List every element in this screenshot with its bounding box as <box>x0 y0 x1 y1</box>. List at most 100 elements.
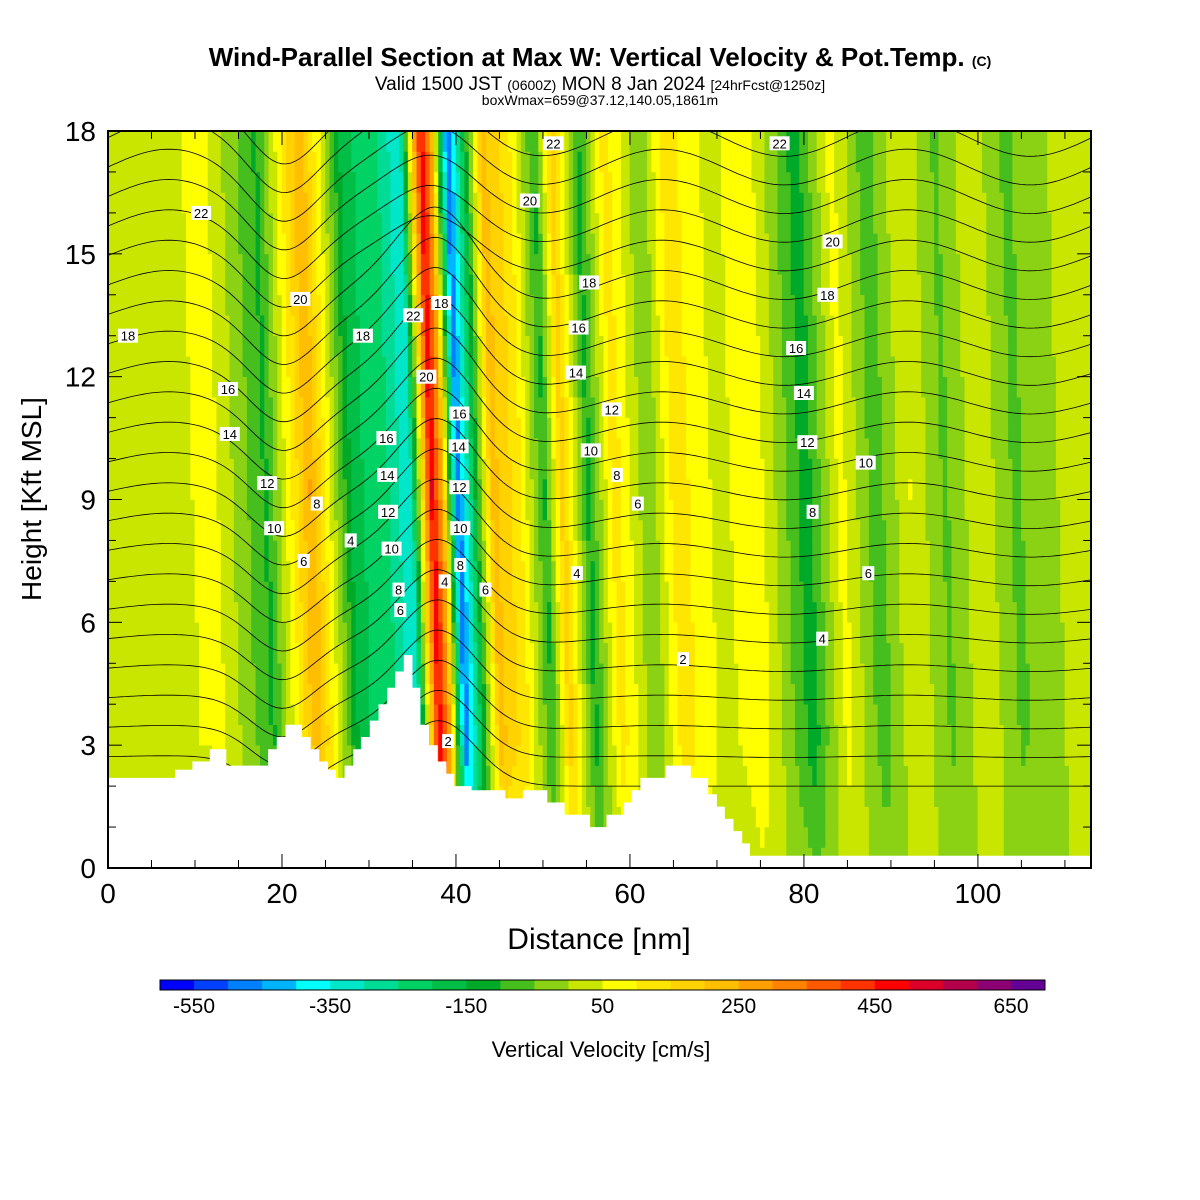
velocity-cell <box>468 417 474 439</box>
velocity-cell <box>155 478 161 500</box>
velocity-cell <box>355 274 361 296</box>
velocity-cell <box>290 171 296 193</box>
velocity-cell <box>486 765 492 787</box>
velocity-cell <box>190 499 196 521</box>
velocity-cell <box>190 519 196 541</box>
velocity-cell <box>647 662 652 685</box>
velocity-cell <box>251 601 257 623</box>
velocity-cell <box>290 355 296 377</box>
velocity-cell <box>603 642 609 664</box>
velocity-cell <box>268 499 274 521</box>
velocity-cell <box>359 314 365 337</box>
velocity-cell <box>346 662 352 685</box>
velocity-cell <box>333 437 339 459</box>
velocity-cell <box>612 335 618 357</box>
velocity-cell <box>451 499 457 521</box>
velocity-cell <box>481 642 487 664</box>
velocity-cell <box>512 171 518 193</box>
velocity-cell <box>529 396 535 418</box>
velocity-cell <box>494 458 500 480</box>
velocity-cell <box>429 233 435 255</box>
velocity-cell <box>516 560 522 582</box>
velocity-cell <box>212 314 218 337</box>
velocity-cell <box>112 662 117 685</box>
velocity-cell <box>251 724 257 746</box>
velocity-cell <box>642 560 648 582</box>
velocity-cell <box>207 253 213 275</box>
velocity-cell <box>590 519 596 541</box>
velocity-cell <box>325 458 331 480</box>
velocity-cell <box>386 622 392 644</box>
velocity-cell <box>681 376 687 398</box>
velocity-cell <box>516 724 522 746</box>
velocity-cell <box>355 540 361 562</box>
velocity-cell <box>503 294 509 316</box>
velocity-cell <box>155 642 161 664</box>
velocity-cell <box>560 622 566 644</box>
velocity-cell <box>512 601 518 623</box>
velocity-cell <box>268 294 274 316</box>
velocity-cell <box>133 417 139 439</box>
velocity-cell <box>251 560 257 582</box>
velocity-cell <box>351 581 357 603</box>
velocity-cell <box>533 417 539 439</box>
velocity-cell <box>146 151 152 173</box>
velocity-cell <box>499 581 505 603</box>
velocity-cell <box>442 581 448 603</box>
velocity-cell <box>525 703 531 725</box>
velocity-cell <box>294 662 300 685</box>
velocity-cell <box>651 765 657 787</box>
velocity-cell <box>142 765 148 787</box>
velocity-cell <box>620 212 626 234</box>
velocity-cell <box>394 376 400 398</box>
velocity-cell <box>638 765 644 787</box>
velocity-cell <box>564 642 570 664</box>
velocity-cell <box>290 212 296 234</box>
velocity-cell <box>229 314 235 337</box>
velocity-cell <box>203 233 209 255</box>
velocity-cell <box>242 581 248 603</box>
velocity-cell <box>299 662 305 685</box>
velocity-cell <box>133 233 139 255</box>
velocity-cell <box>699 131 705 152</box>
velocity-cell <box>377 417 383 439</box>
velocity-cell <box>612 622 618 644</box>
velocity-cell <box>464 601 470 623</box>
velocity-cell <box>168 581 174 603</box>
velocity-cell <box>464 642 470 664</box>
velocity-cell <box>229 212 235 234</box>
velocity-cell <box>490 376 496 398</box>
velocity-cell <box>164 396 170 418</box>
velocity-cell <box>299 335 305 357</box>
velocity-cell <box>207 519 213 541</box>
velocity-cell <box>607 212 613 234</box>
velocity-cell <box>307 171 313 193</box>
velocity-cell <box>120 662 126 685</box>
velocity-cell <box>403 151 409 173</box>
velocity-cell <box>599 171 605 193</box>
velocity-cell <box>312 212 318 234</box>
velocity-cell <box>355 396 361 418</box>
velocity-cell <box>220 683 226 705</box>
velocity-cell <box>586 581 592 603</box>
velocity-cell <box>451 744 457 766</box>
velocity-cell <box>668 601 674 623</box>
velocity-cell <box>416 355 422 377</box>
velocity-cell <box>516 233 522 255</box>
velocity-cell <box>325 417 331 439</box>
velocity-cell <box>460 601 465 623</box>
velocity-cell <box>520 458 526 480</box>
velocity-cell <box>264 274 270 296</box>
velocity-cell <box>181 294 187 316</box>
velocity-cell <box>333 744 339 766</box>
velocity-cell <box>594 151 600 173</box>
velocity-cell <box>364 560 370 582</box>
velocity-cell <box>320 233 326 255</box>
velocity-cell <box>329 396 335 418</box>
velocity-cell <box>568 622 574 644</box>
velocity-cell <box>142 642 148 664</box>
velocity-cell <box>373 355 378 377</box>
velocity-cell <box>299 274 305 296</box>
velocity-cell <box>194 437 200 459</box>
velocity-cell <box>655 212 661 234</box>
